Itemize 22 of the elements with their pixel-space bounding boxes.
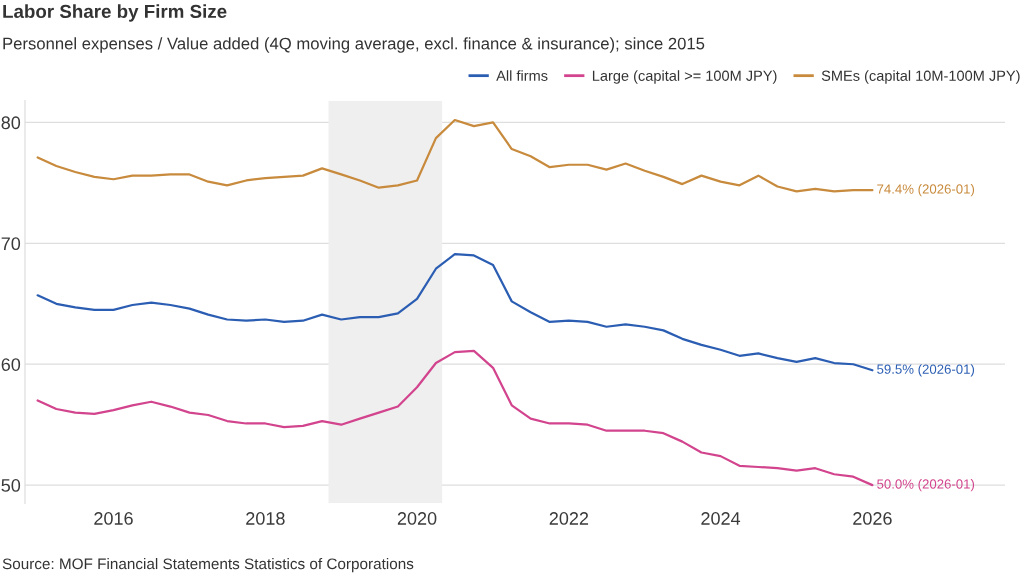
x-tick-label: 2020	[397, 512, 437, 525]
data-label: 59.5% (2026-01)	[877, 364, 975, 377]
x-tick-label: 2022	[549, 512, 589, 525]
y-tick-label: 70	[1, 237, 21, 251]
x-tick-label: 2016	[94, 512, 133, 525]
legend-label: All firms	[496, 70, 548, 81]
source-note: Source: MOF Financial Statements Statistics of Corporations	[2, 557, 414, 573]
y-tick-label: 60	[1, 358, 21, 371]
chart-subtitle: Personnel expenses / Value added (4Q moving average, excl. finance & insurance); since 2015	[3, 37, 705, 53]
line-series	[36, 253, 874, 372]
y-tick-label: 80	[1, 116, 21, 130]
data-label: 74.4% (2026-01)	[877, 183, 975, 197]
line-series	[36, 118, 874, 193]
y-tick-label: 50	[1, 479, 21, 492]
x-tick-label: 2024	[701, 512, 741, 525]
line-series	[36, 349, 874, 487]
x-tick-label: 2018	[246, 512, 285, 525]
data-label: 50.0% (2026-01)	[877, 478, 975, 492]
chart-title: Labor Share by Firm Size	[3, 4, 227, 22]
legend-label: Large (capital >= 100M JPY)	[592, 70, 777, 84]
x-tick-label: 2026	[853, 512, 892, 525]
legend-label: SMEs (capital 10M-100M JPY)	[821, 70, 1020, 84]
